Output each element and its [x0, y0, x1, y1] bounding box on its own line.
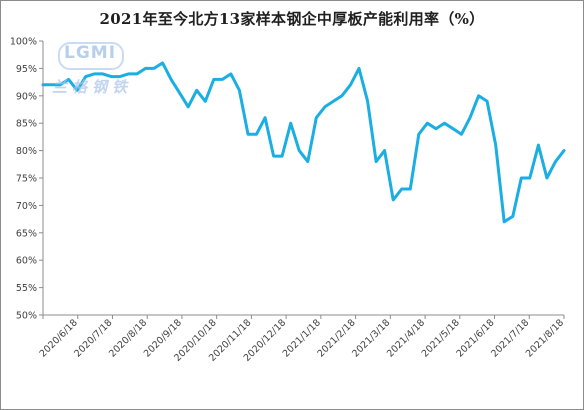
y-tick-label: 90% — [16, 91, 37, 102]
y-tick-label: 75% — [16, 174, 37, 185]
y-tick-labels: 50% 55% 60% 65% 70% 75% 80% 85% 90% 95% 100% — [10, 37, 37, 322]
y-tick-label: 50% — [16, 311, 37, 322]
y-tick-label: 70% — [16, 201, 37, 212]
x-tick-label: 2021/8/18 — [524, 317, 566, 359]
axes — [39, 40, 565, 319]
y-tick-label: 55% — [16, 283, 37, 294]
y-tick-label: 80% — [16, 146, 37, 157]
series-line — [41, 61, 566, 224]
series-group — [41, 61, 566, 224]
chart-title: 2021年至今北方13家样本钢企中厚板产能利用率（%） — [99, 10, 485, 28]
y-tick-label: 60% — [16, 256, 37, 267]
y-tick-label: 100% — [10, 37, 37, 48]
y-tick-label: 65% — [16, 228, 37, 239]
x-tick-labels: 2020/6/182020/7/182020/8/182020/9/182020… — [38, 317, 566, 364]
y-tick-label: 85% — [16, 119, 37, 130]
y-tick-label: 95% — [16, 64, 37, 75]
